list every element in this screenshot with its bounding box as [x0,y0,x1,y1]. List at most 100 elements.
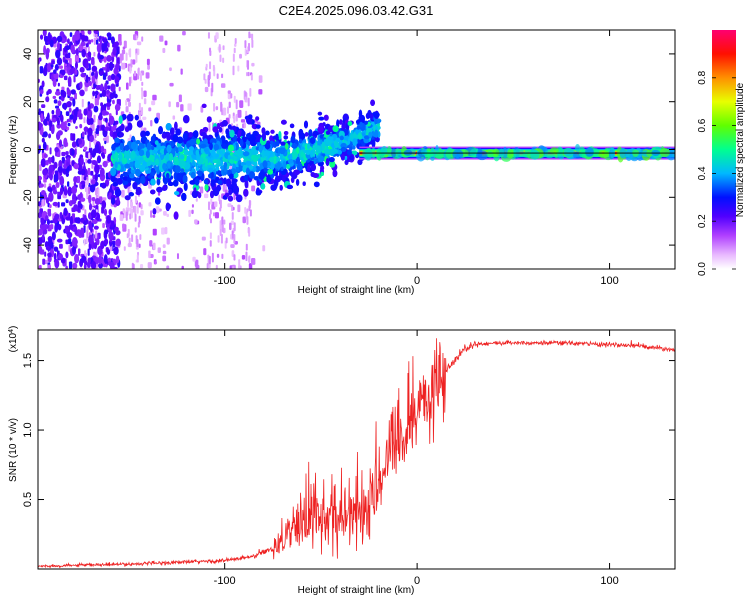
spectrogram-signal-cell [245,167,250,175]
spectrogram-signal-cell [359,121,363,128]
spectrogram-noise-cell [208,201,211,211]
spectrogram-signal-cell [298,138,303,144]
spectrogram-signal-cell [300,151,305,158]
spectrogram-noise-cell [211,82,214,93]
spectrogram-noise-cell [100,145,105,153]
spectrogram-signal-cell [248,165,254,170]
spectrogram-signal-cell [167,162,171,169]
snr-x-ticks: -100 0 100 [214,330,619,587]
spectrogram-noise-cell [63,188,68,196]
spectrogram-noise-cell [188,209,191,218]
spectrogram-noise-cell [249,209,252,217]
spectrogram-noise-cell [249,87,252,97]
spectrogram-noise-cell [103,254,108,264]
spectrogram-noise-cell [114,76,120,84]
spectrogram-noise-cell [238,259,241,269]
spectrogram-signal-cell [252,150,259,155]
spectrogram-noise-cell [66,38,70,45]
spectrogram-noise-cell [42,131,48,138]
spectrogram-signal-cell [196,138,201,145]
spectrogram-signal-cell [356,125,361,130]
spectrogram-noise-cell [205,63,208,68]
spectrogram-noise-cell [73,75,76,83]
spectrogram-signal-cell [278,131,282,140]
spectrogram-noise-cell [109,261,115,269]
spectrogram-noise-cell [43,194,48,200]
spectrogram-signal-cell [323,148,331,155]
spectrogram-noise-cell [48,120,53,128]
spectrogram-noise-cell [115,255,120,264]
spectrogram-noise-cell [79,123,83,129]
spectrogram-noise-cell [139,72,142,82]
spectrogram-noise-cell [142,116,147,120]
spectrogram-noise-cell [80,168,86,176]
spectrogram-noise-cell [84,80,90,88]
spectrogram-noise-cell [233,47,236,54]
spectrogram-noise-cell [223,219,226,225]
spectrogram-carrier-blob [421,148,428,156]
spectrogram-noise-cell [95,85,100,90]
spectrogram-noise-cell [65,251,69,259]
spectrogram-signal-cell [280,141,286,146]
spectrogram-noise-cell [187,103,192,111]
spectrogram-x-tick-label: -100 [214,275,236,287]
spectrogram-noise-cell [137,67,140,76]
spectrogram-signal-cell [263,166,267,173]
spectrogram-noise-cell [122,46,126,50]
spectrogram-noise-cell [73,176,78,183]
spectrogram-signal-cell [225,128,230,135]
spectrogram-noise-cell [121,189,125,198]
spectrogram-noise-cell [219,199,222,209]
spectrogram-noise-cell [141,89,144,100]
spectrogram-noise-cell [248,199,251,209]
spectrogram-noise-cell [122,223,125,229]
spectrogram-signal-cell [228,188,233,196]
spectrogram-noise-cell [105,71,108,77]
spectrogram-noise-cell [70,132,73,141]
spectrogram-noise-cell [57,130,63,136]
spectrogram-signal-cell [310,172,315,178]
spectrogram-signal-cell [326,136,334,141]
spectrogram-noise-cell [221,73,224,79]
spectrogram-noise-cell [139,264,144,269]
spectrogram-noise-cell [76,176,81,184]
spectrogram-noise-cell [106,214,111,224]
spectrogram-signal-cell [242,164,247,173]
spectrogram-signal-cell [180,168,185,173]
spectrogram-signal-cell [371,139,376,149]
spectrogram-signal-cell [319,134,325,139]
spectrogram-noise-cell [233,115,236,123]
spectrogram-noise-cell [57,201,60,208]
spectrogram-signal-cell [239,138,244,147]
spectrogram-carrier-blob [549,147,559,154]
spectrogram-noise-cell [152,228,157,236]
spectrogram-signal-cell [121,157,128,165]
spectrogram-signal-cell [204,184,209,192]
spectrogram-noise-cell [95,128,99,135]
spectrogram-noise-cell [199,186,204,194]
spectrogram-noise-cell [87,109,93,120]
spectrogram-signal-cell [293,169,300,176]
spectrogram-noise-cell [119,53,124,61]
spectrogram-noise-cell [108,208,113,216]
spectrogram-noise-cell [235,113,238,122]
spectrogram-noise-cell [47,264,51,269]
spectrogram-signal-cell [176,172,183,182]
spectrogram-noise-cell [85,178,88,188]
snr-series-line [38,338,675,569]
spectrogram-noise-cell [45,96,50,103]
spectrogram-signal-cell [193,130,199,139]
colorbar-gradient [712,30,736,269]
spectrogram-carrier-blob [563,147,574,157]
spectrogram-noise-cell [157,247,161,253]
spectrogram-noise-cell [74,69,78,76]
spectrogram-noise-cell [180,68,183,75]
spectrogram-noise-cell [108,192,112,197]
spectrogram-signal-cell [146,142,152,151]
snr-x-tick-label: 100 [600,575,618,587]
spectrogram-signal-cell [276,161,281,171]
spectrogram-noise-cell [251,258,256,265]
spectrogram-noise-cell [56,238,63,243]
spectrogram-noise-cell [218,194,221,202]
spectrogram-signal-cell [203,147,208,152]
